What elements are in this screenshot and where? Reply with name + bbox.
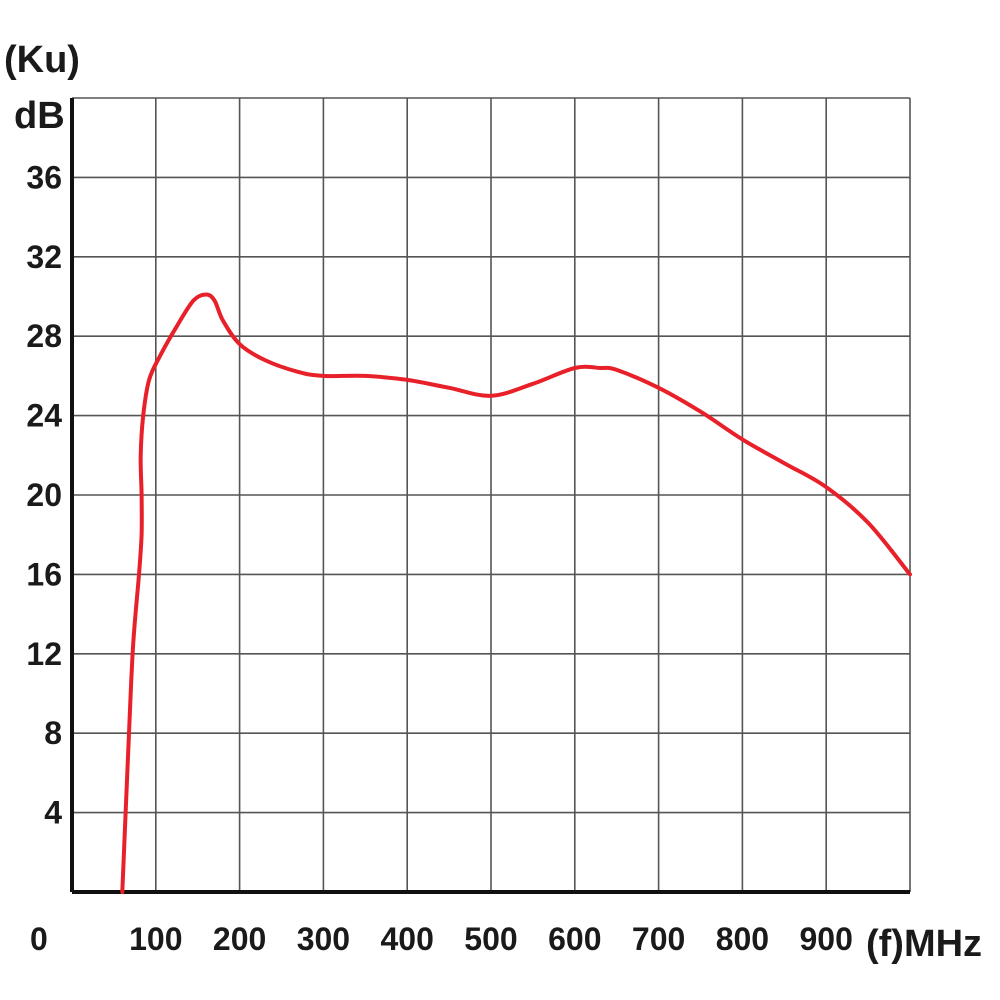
x-axis-label: (f)MHz xyxy=(866,923,982,965)
y-tick-label: 28 xyxy=(26,318,62,354)
x-tick-label: 400 xyxy=(381,921,434,957)
y-tick-label: 16 xyxy=(26,556,62,592)
y-tick-label: 12 xyxy=(26,636,62,672)
x-tick-label: 300 xyxy=(297,921,350,957)
y-tick-label: 4 xyxy=(44,795,62,831)
y-tick-label: 20 xyxy=(26,477,62,513)
y-tick-label: 24 xyxy=(26,398,62,434)
y-tick-label: 32 xyxy=(26,239,62,275)
grid xyxy=(72,97,911,892)
x-tick-label: 700 xyxy=(632,921,685,957)
x-tick-label: 500 xyxy=(464,921,517,957)
y-unit-label: (Ku) xyxy=(4,39,80,81)
axes xyxy=(70,98,910,894)
origin-label: 0 xyxy=(30,921,48,957)
y-tick-label: 8 xyxy=(44,715,62,751)
x-tick-label: 800 xyxy=(716,921,769,957)
x-tick-label: 200 xyxy=(213,921,266,957)
tick-labels: 100 200 300 400 500 600 700 800 900 4 8 12 16 20 24 28 3… xyxy=(26,159,852,957)
x-tick-label: 900 xyxy=(800,921,853,957)
y-axis-label: dB xyxy=(14,95,65,137)
x-tick-label: 600 xyxy=(548,921,601,957)
y-tick-label: 36 xyxy=(26,159,62,195)
x-tick-label: 100 xyxy=(129,921,182,957)
series-line xyxy=(120,292,912,894)
